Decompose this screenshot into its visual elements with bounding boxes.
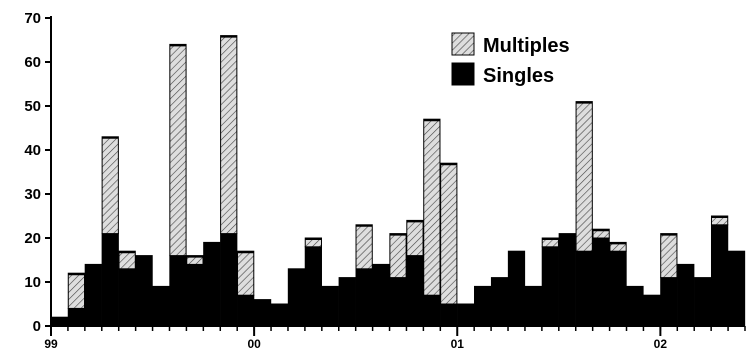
bar-singles [524,285,543,327]
x-tick-label: 00 [247,337,261,351]
bar-singles [84,263,102,327]
bar-singles [50,316,69,327]
bar-singles [287,268,306,327]
bar-multiples [220,35,238,235]
x-tick-label: 02 [654,337,668,351]
bar-singles [609,250,627,327]
bar-singles [575,250,593,327]
bar-singles [101,233,119,327]
legend-swatch-multiples [451,32,475,56]
y-tick-label: 30 [24,186,41,203]
bar-singles [592,237,610,327]
y-axis: 0 10 20 30 40 50 60 70 [24,10,52,335]
y-tick-label: 60 [24,54,41,71]
bar-singles [727,250,746,327]
bar-singles [203,241,221,327]
bar-singles [423,294,441,327]
bar-singles [270,303,289,327]
y-tick-label: 10 [24,274,41,291]
bar-multiples [660,233,678,279]
bar-singles [389,277,407,327]
bar-multiples [67,272,86,309]
bar-singles [694,277,712,327]
x-tick-label: 99 [44,337,58,351]
bar-singles [152,285,170,327]
bar-singles [220,233,238,327]
bar-singles [237,294,255,327]
bar-singles [118,268,136,327]
y-tick-label: 40 [24,142,41,159]
bar-singles [406,255,424,327]
bar-multiples [440,162,458,305]
bar-multiples [423,118,441,296]
bar-singles [710,224,729,327]
bar-singles [135,255,153,327]
bar-singles [372,263,390,327]
bar-singles [338,277,356,327]
bar-singles [321,285,339,327]
bar-singles [474,285,492,327]
bar-group [50,35,746,327]
bar-singles [677,263,695,327]
bar-singles [169,255,187,327]
legend: Multiples Singles [451,32,570,87]
y-tick-label: 20 [24,230,41,247]
bar-multiples [406,219,424,257]
bar-singles [507,250,526,327]
legend-label-multiples: Multiples [483,35,570,57]
bar-multiples [237,250,255,296]
bar-singles [541,246,559,327]
x-tick-label: 01 [451,337,465,351]
bar-singles [67,307,86,327]
bar-singles [626,285,644,327]
bar-multiples [389,233,407,279]
bar-singles [558,233,576,327]
bar-multiples [355,224,373,270]
legend-swatch-singles [451,62,475,86]
y-tick-label: 70 [24,10,41,27]
x-axis: 99 00 01 02 [44,325,746,351]
bar-singles [304,246,322,327]
bar-singles [490,277,509,327]
bar-singles [355,268,373,327]
bar-singles [457,303,475,327]
bar-singles [253,299,272,327]
bar-singles [643,294,661,327]
bar-multiples [575,101,593,252]
legend-label-singles: Singles [483,65,554,87]
bar-singles [186,263,204,327]
bar-singles [660,277,678,327]
bar-multiples [169,43,187,257]
y-tick-label: 0 [33,318,41,335]
bar-multiples [101,136,119,235]
bar-multiples [118,250,136,270]
y-tick-label: 50 [24,98,41,115]
bar-singles [440,303,458,327]
